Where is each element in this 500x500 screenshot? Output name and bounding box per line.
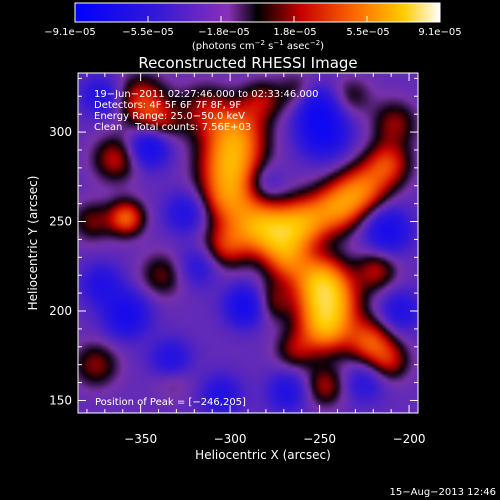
y-axis-label: Heliocentric Y (arcsec) <box>26 176 40 311</box>
y-tick-label: 200 <box>49 304 72 318</box>
y-tick-label: 150 <box>49 393 72 407</box>
colorbar-tick-label: −1.8e−05 <box>198 27 250 38</box>
x-tick-label: −350 <box>124 432 157 446</box>
annotation-detectors: Detectors: 4F 5F 6F 7F 8F, 9F <box>94 100 241 111</box>
colorbar-ticks <box>74 16 441 22</box>
y-tick-label: 300 <box>49 125 72 139</box>
x-axis-ticks <box>86 73 410 413</box>
colorbar-tick-label: −9.1e−05 <box>44 27 96 38</box>
y-axis-ticks <box>78 77 418 401</box>
annotation-counts: Clean Total counts: 7.56E+03 <box>94 122 251 133</box>
colorbar-tick-label: −5.5e−05 <box>122 27 174 38</box>
colorbar <box>74 2 441 23</box>
chart-title: Reconstructed RHESSI Image <box>138 54 357 72</box>
x-tick-label: −200 <box>393 432 426 446</box>
heatmap-image <box>78 73 418 413</box>
y-tick-labels: 150 200 250 300 <box>49 125 72 407</box>
colorbar-units: (photons cm−2 s−1 asec−2) <box>192 39 324 52</box>
x-tick-label: −300 <box>214 432 247 446</box>
peak-position-label: Position of Peak = [−246,205] <box>95 397 246 408</box>
plot-annotations: 19−Jun−2011 02:27:46.000 to 02:33:46.000… <box>94 89 319 133</box>
y-tick-label: 250 <box>49 215 72 229</box>
footer-date: 15−Aug−2013 12:46 <box>390 487 496 498</box>
x-tick-label: −250 <box>303 432 336 446</box>
colorbar-tick-label: 1.8e−05 <box>273 27 316 38</box>
colorbar-tick-label: 9.1e−05 <box>418 27 461 38</box>
colorbar-tick-labels: −9.1e−05 −5.5e−05 −1.8e−05 1.8e−05 5.5e−… <box>44 27 461 38</box>
x-axis-label: Heliocentric X (arcsec) <box>195 448 331 462</box>
colorbar-tick-label: 5.5e−05 <box>346 27 389 38</box>
x-tick-labels: −350 −300 −250 −200 <box>124 432 425 446</box>
annotation-time-range: 19−Jun−2011 02:27:46.000 to 02:33:46.000 <box>94 89 319 100</box>
annotation-energy-range: Energy Range: 25.0−50.0 keV <box>94 111 245 122</box>
